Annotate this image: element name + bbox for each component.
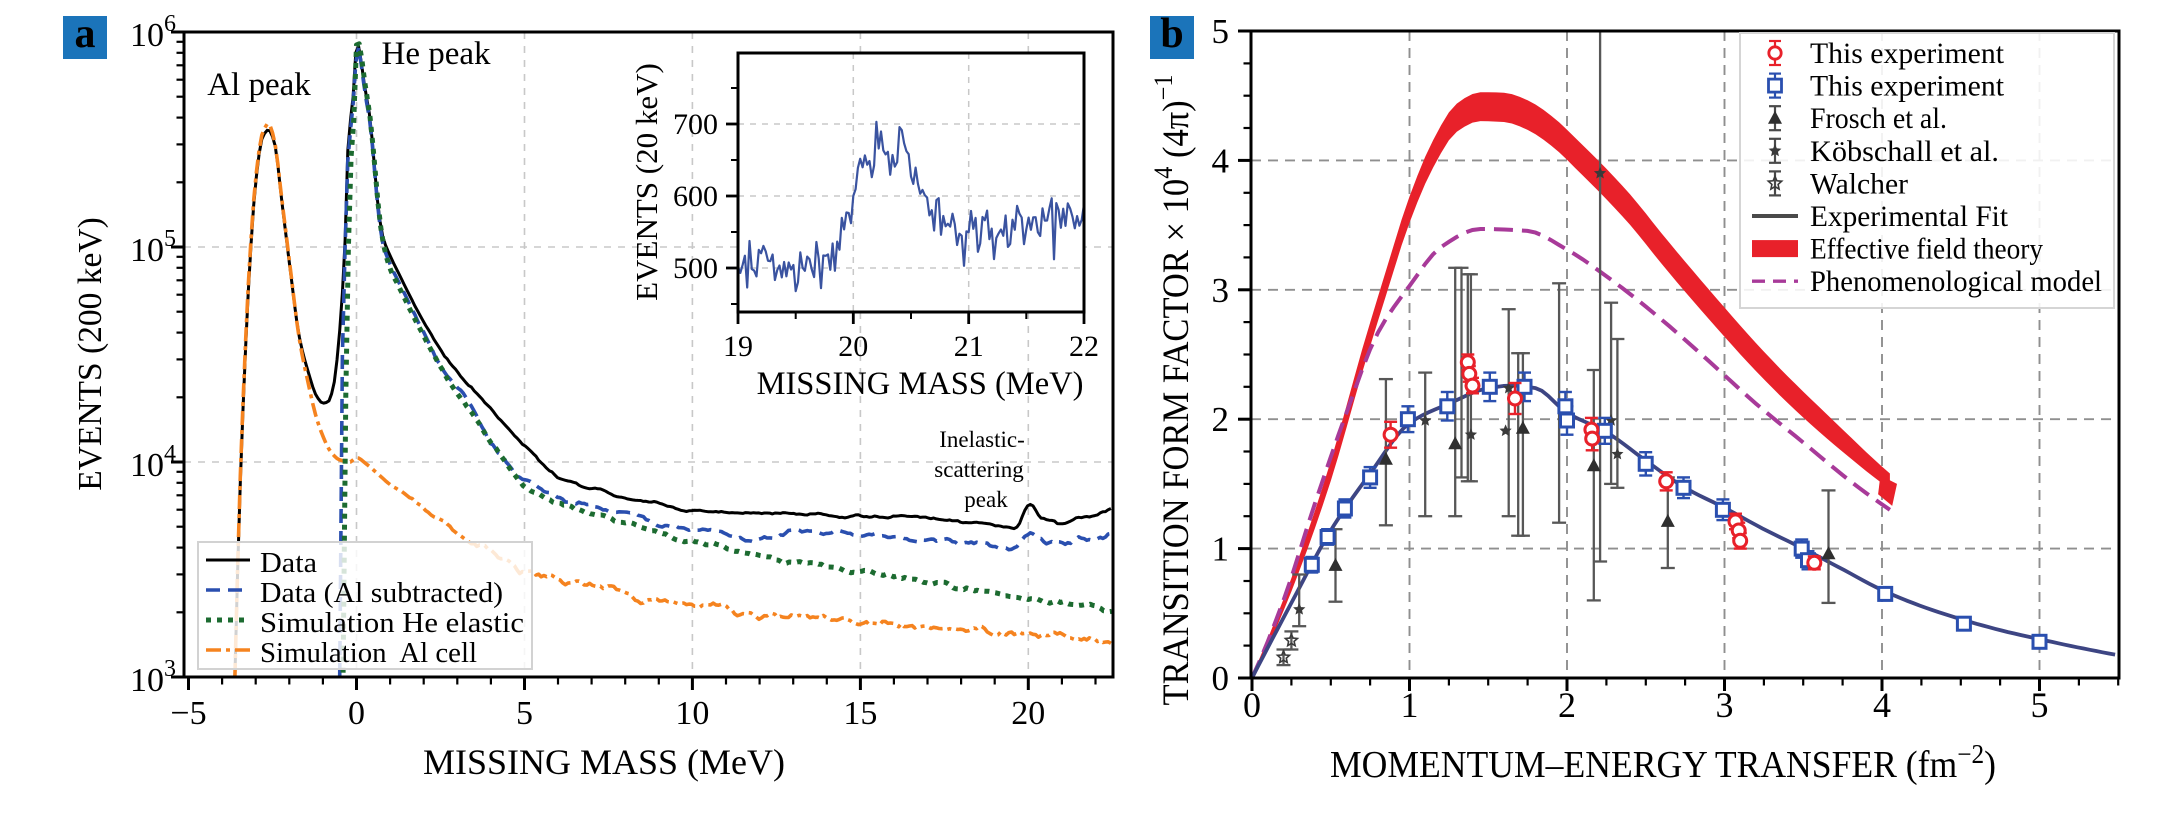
svg-text:5: 5 xyxy=(2031,685,2049,725)
svg-text:5: 5 xyxy=(1212,12,1230,51)
svg-text:Walcher: Walcher xyxy=(1810,167,1908,200)
svg-text:Köbschall et al.: Köbschall et al. xyxy=(1810,135,1999,168)
svg-text:20: 20 xyxy=(1011,695,1045,732)
svg-text:Data: Data xyxy=(260,548,318,579)
svg-text:Phenomenological model: Phenomenological model xyxy=(1810,265,2102,298)
svg-text:700: 700 xyxy=(673,108,718,141)
svg-text:4: 4 xyxy=(1873,685,1891,725)
svg-text:0: 0 xyxy=(1212,659,1230,698)
svg-text:MISSING MASS (MeV): MISSING MASS (MeV) xyxy=(757,366,1084,402)
svg-text:1: 1 xyxy=(1212,530,1230,569)
svg-text:5: 5 xyxy=(516,695,533,732)
svg-text:−5: −5 xyxy=(170,695,206,732)
svg-text:0: 0 xyxy=(348,695,365,732)
svg-text:EVENTS (200 keV): EVENTS (200 keV) xyxy=(72,217,109,491)
svg-text:Experimental Fit: Experimental Fit xyxy=(1810,200,2009,233)
svg-text:22: 22 xyxy=(1069,330,1099,363)
svg-text:MOMENTUM–ENERGY TRANSFER (fm−2: MOMENTUM–ENERGY TRANSFER (fm−2) xyxy=(1330,739,1996,786)
svg-text:EVENTS (20 keV): EVENTS (20 keV) xyxy=(629,63,664,301)
svg-text:2: 2 xyxy=(1212,400,1230,439)
svg-text:4: 4 xyxy=(1212,141,1230,180)
svg-text:peak: peak xyxy=(964,487,1008,512)
svg-text:19: 19 xyxy=(723,330,753,363)
svg-text:21: 21 xyxy=(954,330,984,363)
svg-text:2: 2 xyxy=(1558,685,1576,725)
svg-text:15: 15 xyxy=(843,695,877,732)
svg-text:3: 3 xyxy=(1716,685,1734,725)
svg-text:This experiment: This experiment xyxy=(1810,70,2005,103)
svg-text:20: 20 xyxy=(838,330,868,363)
svg-text:a: a xyxy=(75,11,96,57)
svg-text:500: 500 xyxy=(673,252,718,285)
svg-text:Simulation He elastic: Simulation He elastic xyxy=(260,608,524,639)
svg-text:Inelastic-: Inelastic- xyxy=(939,427,1025,452)
svg-text:1: 1 xyxy=(1401,685,1419,725)
svg-text:b: b xyxy=(1160,11,1183,57)
svg-text:MISSING MASS (MeV): MISSING MASS (MeV) xyxy=(423,742,785,782)
svg-text:3: 3 xyxy=(1212,271,1230,310)
svg-text:Al peak: Al peak xyxy=(207,67,311,103)
svg-text:He peak: He peak xyxy=(381,36,491,72)
svg-text:Frosch et al.: Frosch et al. xyxy=(1810,102,1947,135)
svg-text:10: 10 xyxy=(675,695,709,732)
svg-text:TRANSITION FORM FACTOR × 104 (: TRANSITION FORM FACTOR × 104 (4π)−1 xyxy=(1149,75,1197,706)
svg-text:Simulation Al cell: Simulation Al cell xyxy=(260,638,477,669)
svg-text:scattering: scattering xyxy=(934,457,1024,482)
svg-text:0: 0 xyxy=(1243,685,1261,725)
svg-text:This experiment: This experiment xyxy=(1810,37,2005,70)
svg-text:Data (Al subtracted): Data (Al subtracted) xyxy=(260,578,503,609)
svg-text:600: 600 xyxy=(673,180,718,213)
svg-text:Effective field theory: Effective field theory xyxy=(1810,233,2043,266)
